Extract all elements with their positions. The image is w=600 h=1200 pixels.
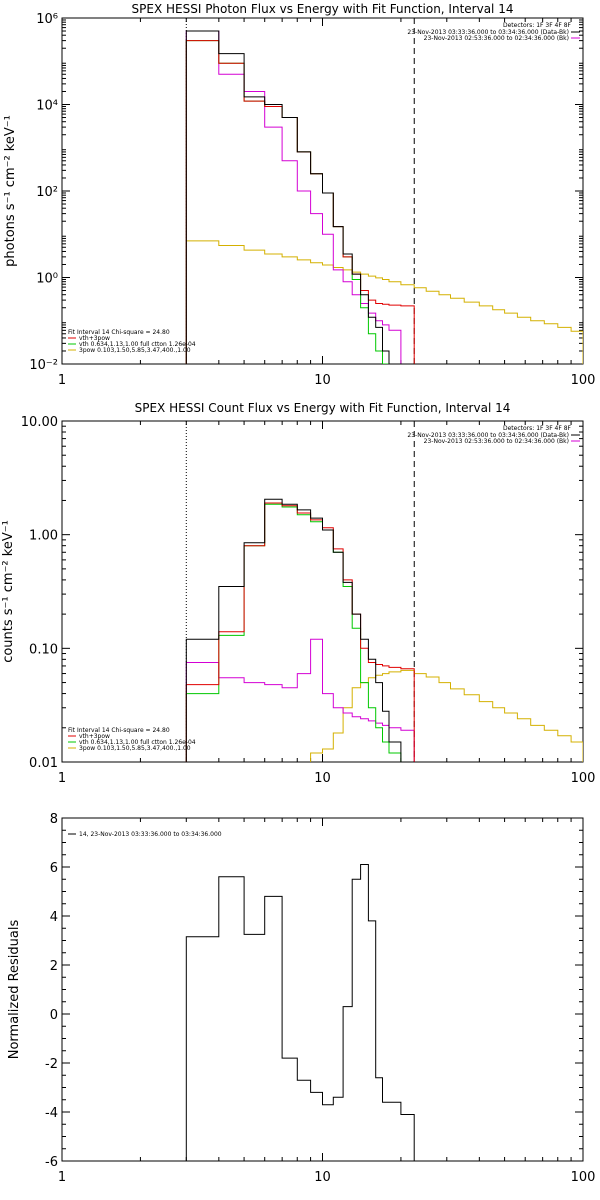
x-tick-label: 100 <box>571 1170 596 1185</box>
legend-right-text: 23-Nov-2013 02:53:36.000 to 02:34:36.000… <box>424 35 569 42</box>
y-tick-label: -2 <box>45 1057 58 1072</box>
y-tick-label: 0.10 <box>29 642 58 657</box>
y-tick-label: 10.00 <box>21 415 58 430</box>
data-layer <box>185 30 583 364</box>
legend-right-text: 23-Nov-2013 02:53:36.000 to 02:34:36.000… <box>424 438 569 445</box>
y-axis-label: photons s⁻¹ cm⁻² keV⁻¹ <box>3 115 18 267</box>
data-layer <box>185 864 415 1161</box>
legend-left-text: Fit Interval 14 Chi-square = 24.80 <box>68 727 170 734</box>
series-data-line <box>185 30 415 364</box>
residuals-line <box>185 864 415 1161</box>
chart-title: SPEX HESSI Photon Flux vs Energy with Fi… <box>132 2 514 16</box>
x-tick-label: 1 <box>58 771 66 786</box>
y-tick-label: 8 <box>50 812 58 827</box>
series-total-fit-line <box>185 502 415 762</box>
series-3pow-line <box>185 240 583 364</box>
data-layer <box>185 498 583 762</box>
y-tick-label: 10⁰ <box>36 272 58 287</box>
legend-left-text: 3pow 0.103,1.50,5.85,3.47,400.,1.00 <box>79 745 191 752</box>
x-tick-label: 10 <box>314 1170 331 1185</box>
legend-left-text: vth+3pow <box>79 733 110 740</box>
y-tick-label: 10⁴ <box>36 99 58 114</box>
series-background-line <box>185 30 415 364</box>
series-3pow-line <box>310 669 583 762</box>
y-tick-label: 4 <box>50 910 58 925</box>
legend-left-text: 3pow 0.103,1.50,5.85,3.47,400.,1.00 <box>79 347 191 354</box>
legend-left-text: vth 0.634,1.13,1.00 full ctton 1.26e-04 <box>79 739 196 746</box>
y-tick-label: 10⁶ <box>36 12 58 27</box>
legend-right-text: 23-Nov-2013 03:33:36.000 to 03:34:36.000… <box>407 29 569 36</box>
x-tick-label: 1 <box>58 1170 66 1185</box>
legend-left-text: Fit Interval 14 Chi-square = 24.80 <box>68 329 170 336</box>
y-axis-label: counts s⁻¹ cm⁻² keV⁻¹ <box>1 520 16 663</box>
detectors-label: Detectors: 1F 3F 4F 8F <box>503 22 572 29</box>
x-tick-label: 100 <box>571 373 596 388</box>
detectors-label: Detectors: 1F 3F 4F 8F <box>503 425 572 432</box>
y-tick-label: -4 <box>45 1106 58 1121</box>
chart-3: Normalized Residuals 1 10 100 -6 -4 -2 0 2 4 6 8 14,… <box>7 812 595 1185</box>
series-total-fit-line <box>185 40 415 364</box>
x-tick-label: 100 <box>571 771 596 786</box>
series-thermal-line <box>185 40 415 364</box>
y-tick-label: -6 <box>45 1155 58 1170</box>
y-tick-label: 1.00 <box>29 529 58 544</box>
x-tick-label: 10 <box>314 373 331 388</box>
y-tick-label: 10² <box>36 185 58 200</box>
chart-1: SPEX HESSI Photon Flux vs Energy with Fi… <box>3 2 595 388</box>
y-axis-label: Normalized Residuals <box>7 920 22 1060</box>
chart-2: SPEX HESSI Count Flux vs Energy with Fit… <box>1 401 595 786</box>
y-tick-label: 0.01 <box>29 756 58 771</box>
legend-left-text: vth+3pow <box>79 335 110 342</box>
series-background-line <box>185 638 415 762</box>
legend-right-text: 23-Nov-2013 03:33:36.000 to 03:34:36.000… <box>407 432 569 439</box>
plot-frame <box>61 817 584 1162</box>
y-tick-label: 6 <box>50 861 58 876</box>
legend-left-text: 14, 23-Nov-2013 03:33:36.000 to 03:34:36… <box>79 831 222 838</box>
x-tick-label: 1 <box>58 373 66 388</box>
series-data-line <box>185 498 415 762</box>
chart-title: SPEX HESSI Count Flux vs Energy with Fit… <box>135 401 511 415</box>
y-tick-label: 10⁻² <box>29 358 58 373</box>
y-tick-label: 2 <box>50 959 58 974</box>
legend-left-text: vth 0.634,1.13,1.00 full ctton 1.26e-04 <box>79 341 196 348</box>
x-tick-label: 10 <box>314 771 331 786</box>
y-tick-label: 0 <box>50 1008 58 1023</box>
